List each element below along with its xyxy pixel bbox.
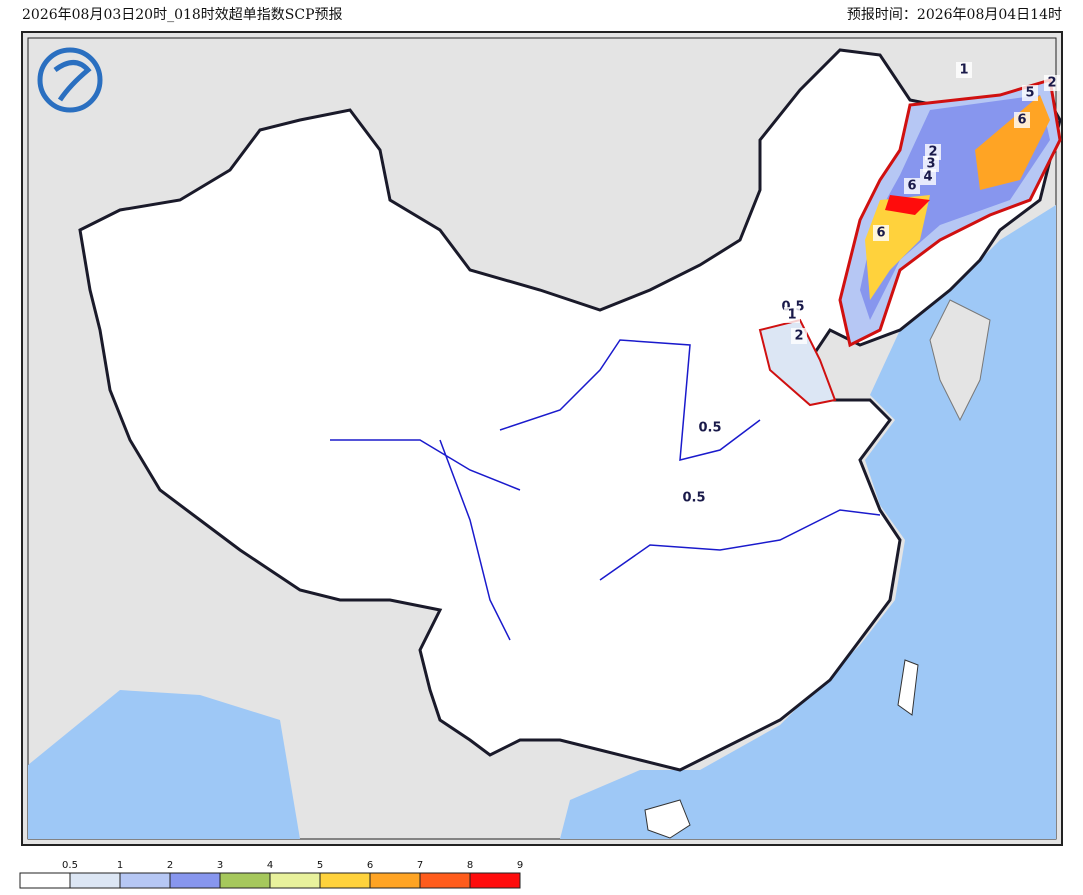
- legend-label: 7: [417, 860, 423, 871]
- contour-label: 2: [1047, 76, 1056, 91]
- legend-swatch: [19, 872, 71, 889]
- legend-label: 4: [267, 860, 273, 871]
- legend-swatch: [269, 872, 321, 889]
- map: [21, 31, 1063, 846]
- legend-swatch: [169, 872, 221, 889]
- contour-label: 4: [923, 170, 932, 185]
- legend-label: 2: [167, 860, 173, 871]
- contour-label-bg: [1014, 112, 1030, 128]
- legend-swatch: [419, 872, 471, 889]
- legend-label: 3: [217, 860, 223, 871]
- contour-label-bg: [920, 169, 936, 185]
- contour-label-bg: [1022, 85, 1038, 101]
- contour-label: 5: [1025, 86, 1034, 101]
- contour-label: 3: [926, 157, 935, 172]
- contour-label-bg: [956, 62, 972, 78]
- contour-label: 0.5: [682, 491, 705, 506]
- contour-label-bg: [791, 328, 807, 344]
- contour-label: 2: [794, 329, 803, 344]
- legend-swatch: [69, 872, 121, 889]
- contour-label-bg: [686, 490, 702, 506]
- legend-swatch: [369, 872, 421, 889]
- legend-label: 9: [517, 860, 523, 871]
- legend-label: 6: [367, 860, 373, 871]
- contour-label: 1: [959, 63, 968, 78]
- contour-label-bg: [923, 156, 939, 172]
- legend-swatch: [469, 872, 521, 889]
- map-title: 2026年08月03日20时_018时效超单指数SCP预报: [22, 7, 343, 23]
- contour-label-bg: [904, 178, 920, 194]
- color-legend: 0.5 1 2 3 4 5 6 7 8 9: [19, 860, 523, 889]
- legend-swatch: [119, 872, 171, 889]
- contour-label-bg: [1044, 75, 1060, 91]
- contour-label: 0.5: [698, 421, 721, 436]
- legend-label: 5: [317, 860, 323, 871]
- legend-swatch: [319, 872, 371, 889]
- legend-swatch: [219, 872, 271, 889]
- legend-label: 1: [117, 860, 123, 871]
- contour-label: 2: [928, 145, 937, 160]
- forecast-time: 预报时间：2026年08月04日14时: [847, 7, 1062, 23]
- contour-label-bg: [784, 307, 800, 323]
- contour-label: 1: [787, 308, 796, 323]
- contour-label-bg: [702, 420, 718, 436]
- legend-label: 0.5: [62, 860, 78, 871]
- contour-label: 6: [1017, 113, 1026, 128]
- legend-label: 8: [467, 860, 473, 871]
- contour-label: 6: [907, 179, 916, 194]
- contour-label-bg: [873, 225, 889, 241]
- contour-label: 6: [876, 226, 885, 241]
